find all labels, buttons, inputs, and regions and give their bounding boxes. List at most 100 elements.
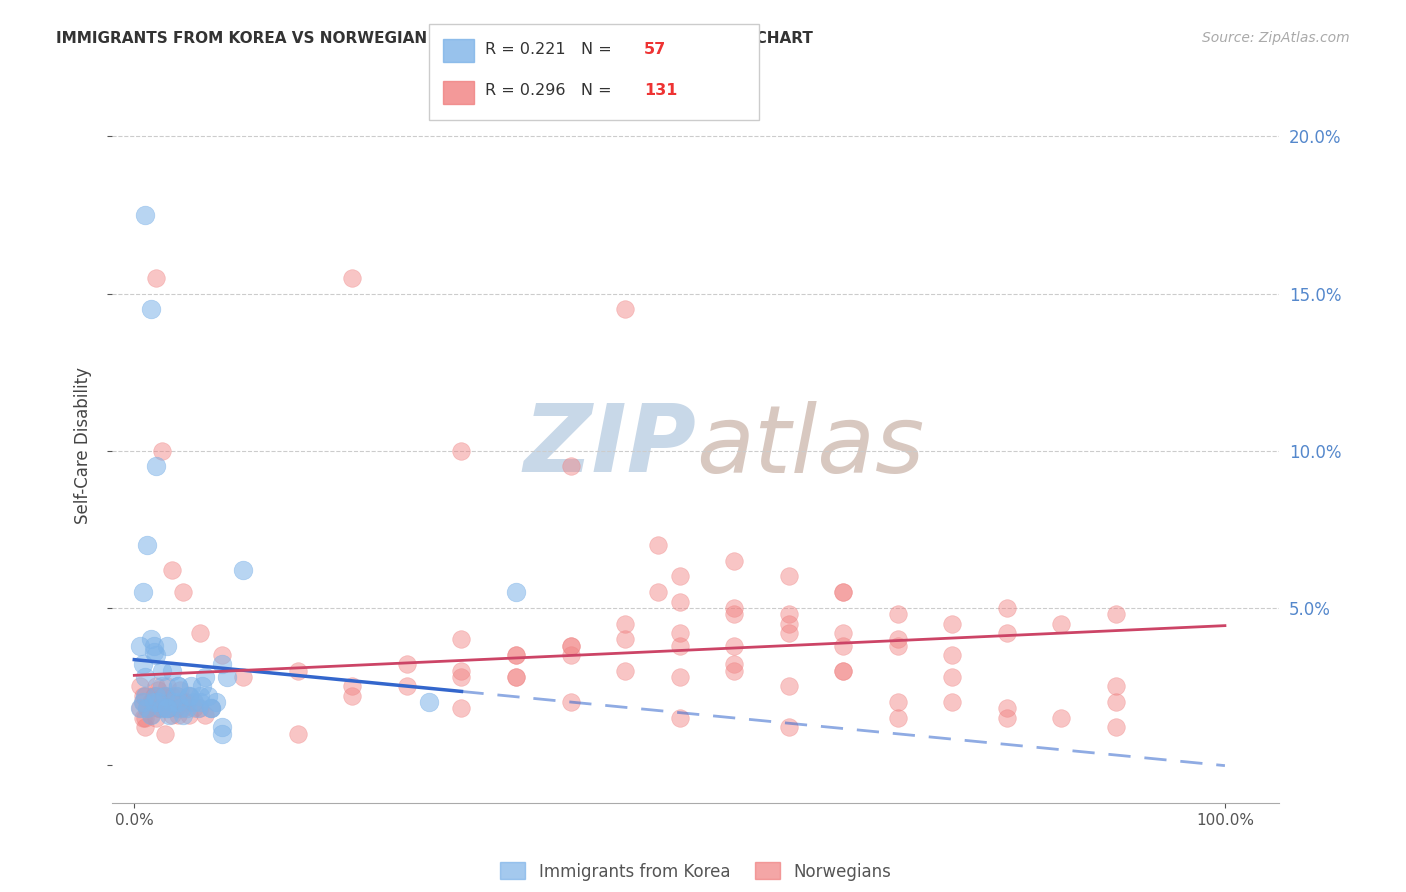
- Point: [153, 726, 176, 740]
- Point: [172, 707, 194, 722]
- Point: [342, 689, 364, 703]
- Point: [200, 701, 222, 715]
- Point: [211, 648, 233, 662]
- Point: [145, 270, 167, 285]
- Legend: Immigrants from Korea, Norwegians: Immigrants from Korea, Norwegians: [494, 855, 898, 888]
- Point: [614, 302, 637, 317]
- Point: [157, 701, 180, 715]
- Point: [887, 695, 910, 709]
- Text: R = 0.296   N =: R = 0.296 N =: [485, 84, 617, 98]
- Point: [172, 585, 194, 599]
- Point: [157, 701, 180, 715]
- Point: [145, 711, 167, 725]
- Point: [156, 680, 179, 694]
- Point: [995, 701, 1018, 715]
- Point: [450, 664, 472, 678]
- Point: [668, 711, 690, 725]
- Point: [153, 689, 176, 703]
- Point: [150, 701, 173, 715]
- Point: [136, 701, 159, 715]
- Point: [505, 670, 527, 684]
- Text: ZIP: ZIP: [523, 400, 696, 492]
- Point: [232, 563, 254, 577]
- Point: [188, 689, 211, 703]
- Point: [132, 585, 155, 599]
- Point: [723, 639, 745, 653]
- Point: [148, 695, 170, 709]
- Point: [560, 639, 582, 653]
- Point: [128, 639, 150, 653]
- Point: [342, 270, 364, 285]
- Point: [145, 648, 167, 662]
- Point: [418, 695, 440, 709]
- Point: [139, 695, 162, 709]
- Point: [668, 639, 690, 653]
- Point: [150, 701, 173, 715]
- Point: [614, 664, 637, 678]
- Point: [505, 648, 527, 662]
- Point: [778, 626, 800, 640]
- Point: [450, 670, 472, 684]
- Point: [153, 695, 176, 709]
- Text: atlas: atlas: [696, 401, 924, 491]
- Point: [132, 657, 155, 672]
- Point: [723, 600, 745, 615]
- Point: [450, 632, 472, 647]
- Point: [887, 607, 910, 622]
- Point: [136, 701, 159, 715]
- Point: [134, 689, 156, 703]
- Point: [505, 648, 527, 662]
- Point: [887, 711, 910, 725]
- Point: [778, 720, 800, 734]
- Point: [145, 680, 167, 694]
- Point: [134, 689, 156, 703]
- Point: [128, 701, 150, 715]
- Point: [832, 585, 855, 599]
- Point: [668, 569, 690, 583]
- Point: [167, 695, 190, 709]
- Point: [197, 689, 219, 703]
- Y-axis label: Self-Care Disability: Self-Care Disability: [73, 368, 91, 524]
- Point: [150, 680, 173, 694]
- Point: [142, 695, 165, 709]
- Point: [148, 682, 170, 697]
- Point: [832, 585, 855, 599]
- Point: [778, 616, 800, 631]
- Text: R = 0.221   N =: R = 0.221 N =: [485, 42, 617, 56]
- Point: [183, 695, 205, 709]
- Point: [132, 695, 155, 709]
- Point: [832, 664, 855, 678]
- Point: [142, 689, 165, 703]
- Point: [778, 680, 800, 694]
- Point: [887, 632, 910, 647]
- Point: [177, 707, 200, 722]
- Point: [614, 632, 637, 647]
- Point: [150, 664, 173, 678]
- Point: [136, 701, 159, 715]
- Point: [778, 607, 800, 622]
- Point: [668, 626, 690, 640]
- Point: [177, 689, 200, 703]
- Point: [995, 600, 1018, 615]
- Point: [162, 563, 184, 577]
- Point: [165, 689, 187, 703]
- Point: [941, 648, 963, 662]
- Point: [211, 726, 233, 740]
- Point: [134, 711, 156, 725]
- Point: [139, 707, 162, 722]
- Point: [832, 639, 855, 653]
- Point: [139, 302, 162, 317]
- Point: [723, 554, 745, 568]
- Point: [156, 639, 179, 653]
- Point: [162, 664, 184, 678]
- Point: [167, 689, 190, 703]
- Point: [148, 701, 170, 715]
- Point: [142, 689, 165, 703]
- Point: [560, 459, 582, 474]
- Point: [134, 670, 156, 684]
- Point: [150, 689, 173, 703]
- Point: [832, 664, 855, 678]
- Point: [142, 645, 165, 659]
- Point: [162, 695, 184, 709]
- Point: [165, 701, 187, 715]
